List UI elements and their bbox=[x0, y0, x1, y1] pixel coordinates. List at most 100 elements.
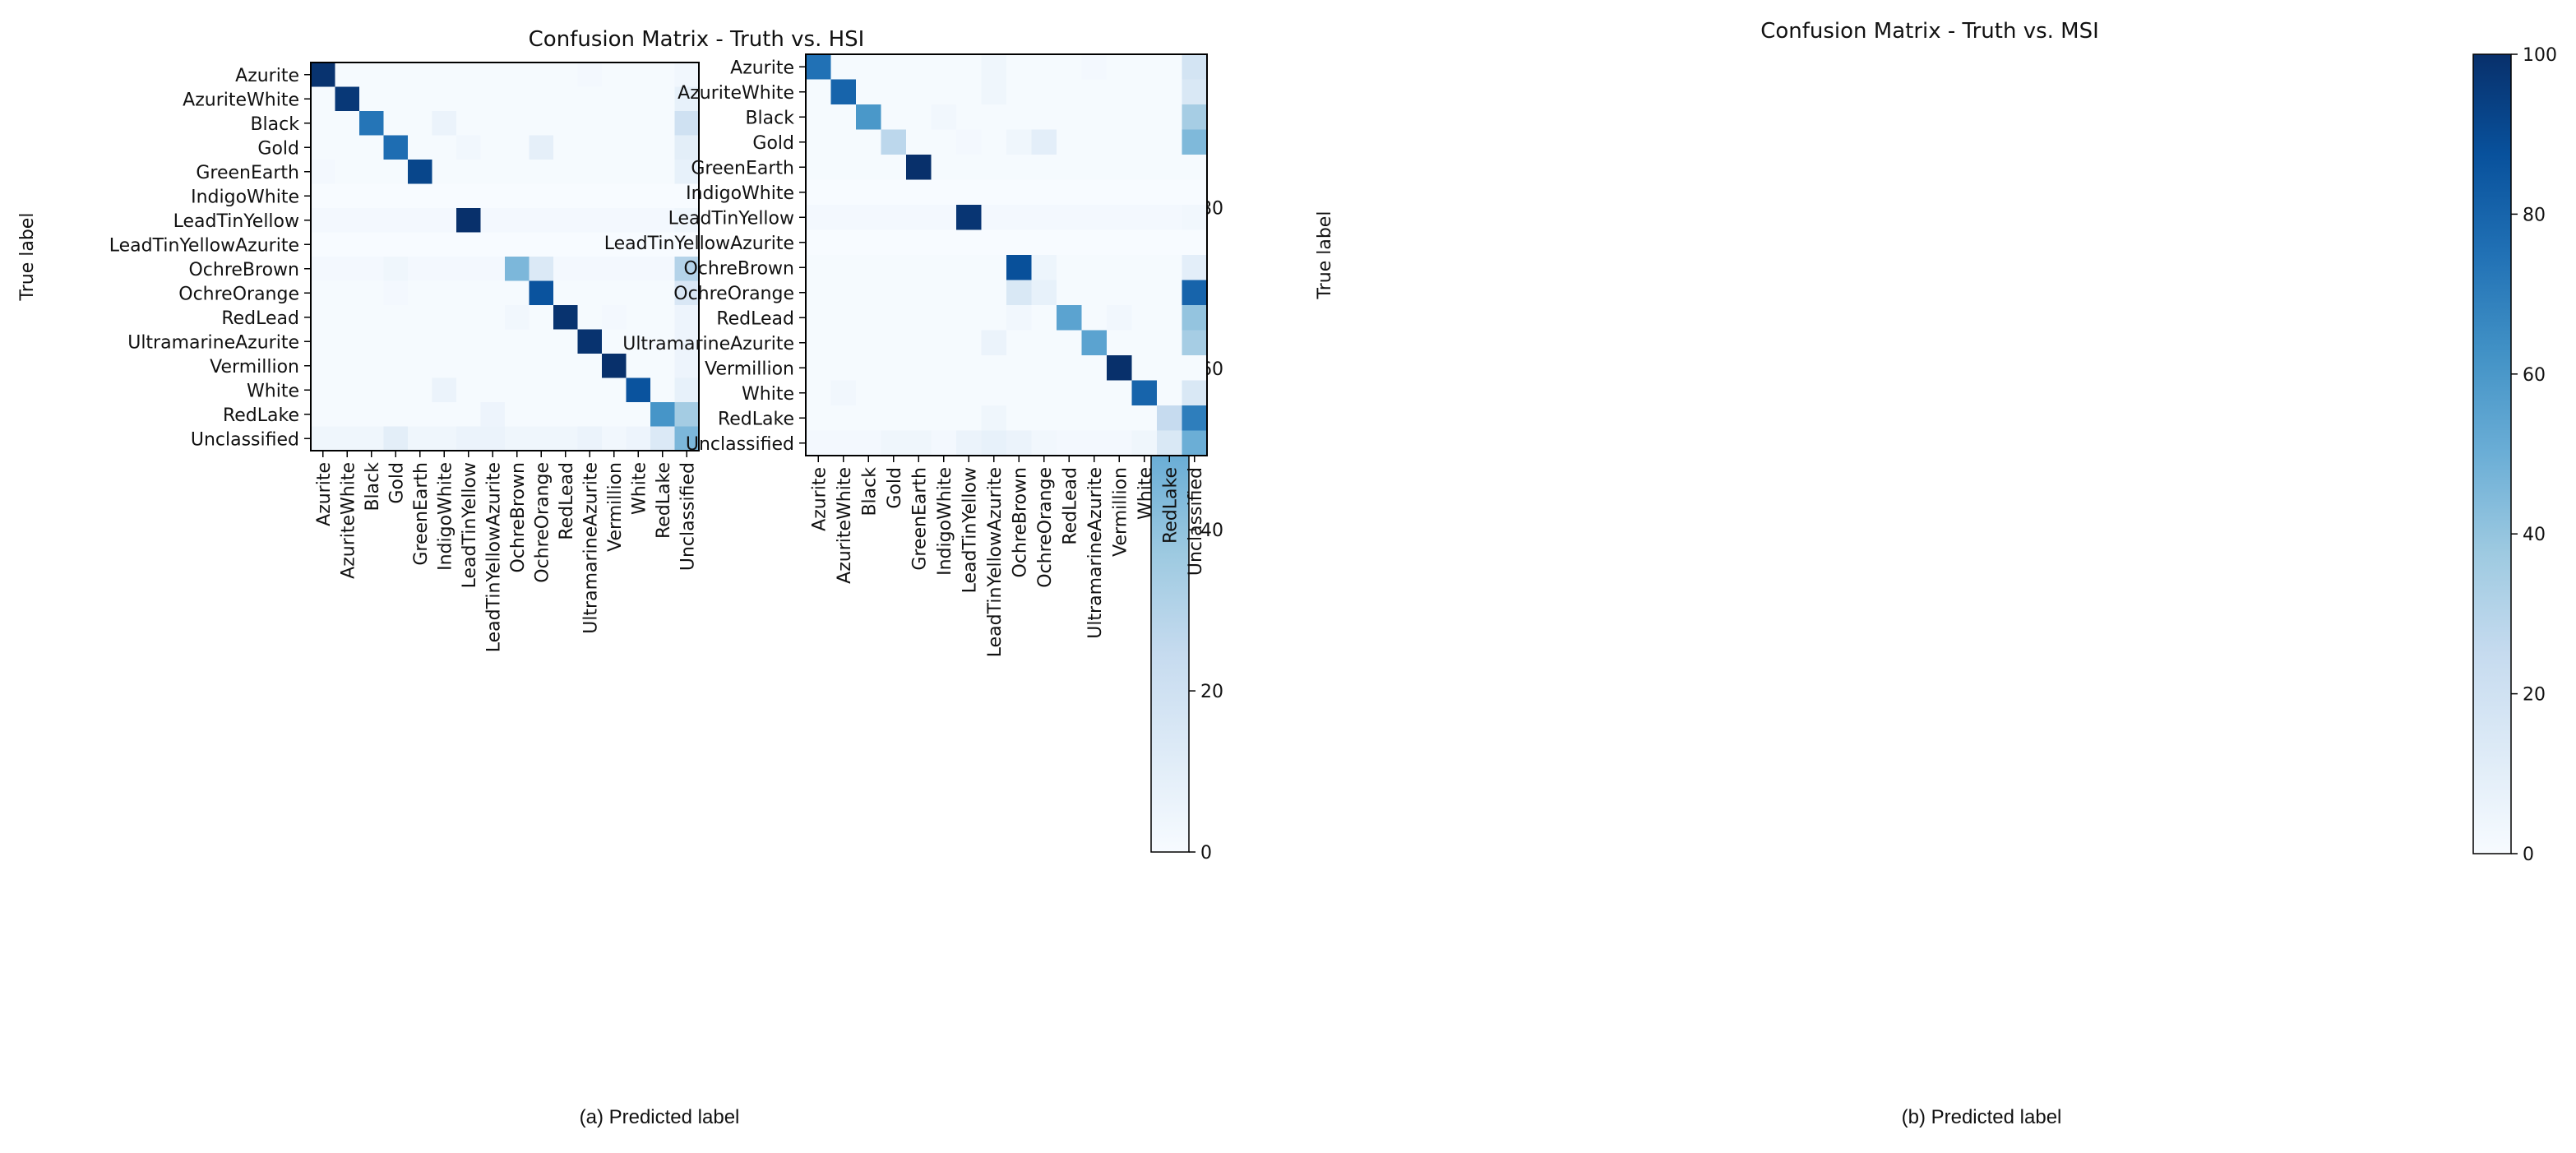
heatmap-cell bbox=[1182, 205, 1208, 231]
heatmap-cell bbox=[1031, 54, 1057, 81]
heatmap-cell bbox=[432, 183, 457, 209]
heatmap-cell bbox=[1157, 380, 1183, 406]
heatmap-cell bbox=[1107, 129, 1133, 155]
heatmap-cell bbox=[956, 405, 983, 432]
heatmap-cell bbox=[626, 208, 651, 234]
heatmap-cell bbox=[456, 305, 482, 331]
y-tick-label: Azurite bbox=[730, 58, 794, 78]
heatmap-cell bbox=[881, 229, 907, 256]
heatmap-cell bbox=[480, 280, 506, 306]
heatmap-cell bbox=[1057, 330, 1083, 356]
heatmap-cell bbox=[674, 329, 700, 354]
heatmap-cell bbox=[602, 111, 627, 137]
x-tick-label: AzuriteWhite bbox=[338, 462, 358, 579]
heatmap-cell bbox=[1107, 104, 1133, 131]
heatmap-cell bbox=[359, 305, 385, 331]
heatmap-cell bbox=[1182, 129, 1208, 155]
heatmap-cell bbox=[456, 354, 482, 379]
y-tick-label: Gold bbox=[257, 138, 299, 159]
heatmap-cell bbox=[1006, 79, 1033, 105]
heatmap-cell bbox=[1157, 255, 1183, 281]
heatmap-cell bbox=[931, 430, 957, 456]
heatmap-cell bbox=[577, 402, 603, 428]
y-tick-label: Gold bbox=[752, 133, 794, 154]
heatmap-cell bbox=[856, 430, 882, 456]
heatmap-cell bbox=[1081, 79, 1108, 105]
heatmap-cell bbox=[359, 63, 385, 88]
x-tick-label: OchreBrown bbox=[508, 462, 529, 573]
heatmap-cell bbox=[956, 305, 983, 331]
heatmap-cell bbox=[529, 183, 554, 209]
heatmap-cell bbox=[906, 280, 932, 306]
colorbar bbox=[2472, 53, 2512, 854]
heatmap-cell bbox=[408, 354, 433, 379]
heatmap-cell bbox=[881, 255, 907, 281]
heatmap-cell bbox=[602, 426, 627, 451]
heatmap-cell bbox=[1031, 305, 1057, 331]
heatmap-cell bbox=[432, 402, 457, 428]
y-tick-label: RedLead bbox=[221, 308, 299, 329]
heatmap-cell bbox=[626, 183, 651, 209]
heatmap-cell bbox=[956, 205, 983, 231]
heatmap-cell bbox=[408, 305, 433, 331]
heatmap-cell bbox=[1057, 255, 1083, 281]
heatmap-cell bbox=[505, 160, 530, 185]
heatmap-cell bbox=[931, 305, 957, 331]
heatmap-cell bbox=[956, 380, 983, 406]
heatmap-cell bbox=[383, 329, 409, 354]
heatmap-cell bbox=[1057, 380, 1083, 406]
heatmap-cell bbox=[456, 257, 482, 282]
y-tick-label: LeadTinYellowAzurite bbox=[604, 234, 794, 254]
heatmap-cell bbox=[1131, 104, 1158, 131]
colorbar-tick-label: 60 bbox=[2523, 365, 2546, 386]
heatmap-cell bbox=[311, 377, 336, 403]
heatmap-cell bbox=[408, 257, 433, 282]
heatmap-cell bbox=[674, 377, 700, 403]
heatmap-cell bbox=[626, 329, 651, 354]
heatmap-cell bbox=[602, 135, 627, 160]
heatmap-cell bbox=[432, 63, 457, 88]
heatmap-cell bbox=[383, 86, 409, 112]
y-tick-label: Black bbox=[250, 114, 299, 135]
heatmap-cell bbox=[806, 54, 832, 81]
heatmap-cell bbox=[1182, 355, 1208, 382]
heatmap-cell bbox=[529, 402, 554, 428]
heatmap-cell bbox=[480, 329, 506, 354]
heatmap-cell bbox=[931, 79, 957, 105]
heatmap-cell bbox=[602, 354, 627, 379]
heatmap-cell bbox=[1006, 129, 1033, 155]
heatmap-cell bbox=[956, 179, 983, 206]
heatmap-cell bbox=[881, 129, 907, 155]
heatmap-cell bbox=[335, 63, 360, 88]
heatmap-cell bbox=[674, 354, 700, 379]
heatmap-cell bbox=[1057, 355, 1083, 382]
heatmap-cell bbox=[1081, 229, 1108, 256]
heatmap-cell bbox=[1157, 155, 1183, 181]
caption-b: (b) Predicted label bbox=[1902, 1106, 2062, 1128]
heatmap-cell bbox=[626, 402, 651, 428]
heatmap-cell bbox=[335, 426, 360, 451]
heatmap-cell bbox=[529, 208, 554, 234]
heatmap-cell bbox=[505, 257, 530, 282]
y-tick-label: OchreOrange bbox=[178, 284, 299, 304]
heatmap-cell bbox=[626, 232, 651, 257]
heatmap-cell bbox=[480, 86, 506, 112]
heatmap-cell bbox=[383, 402, 409, 428]
heatmap-cell bbox=[456, 111, 482, 137]
heatmap-cell bbox=[335, 354, 360, 379]
heatmap-cell bbox=[529, 280, 554, 306]
heatmap-cell bbox=[335, 280, 360, 306]
heatmap-cell bbox=[856, 380, 882, 406]
heatmap-cell bbox=[650, 329, 676, 354]
heatmap-cell bbox=[480, 305, 506, 331]
heatmap-cell bbox=[674, 426, 700, 451]
heatmap-cell bbox=[335, 305, 360, 331]
heatmap-cell bbox=[1182, 179, 1208, 206]
heatmap-cell bbox=[408, 402, 433, 428]
heatmap-cell bbox=[311, 280, 336, 306]
heatmap-cell bbox=[881, 380, 907, 406]
heatmap-cell bbox=[830, 54, 857, 81]
heatmap-cell bbox=[981, 79, 1007, 105]
heatmap-cell bbox=[456, 280, 482, 306]
heatmap-cell bbox=[931, 330, 957, 356]
